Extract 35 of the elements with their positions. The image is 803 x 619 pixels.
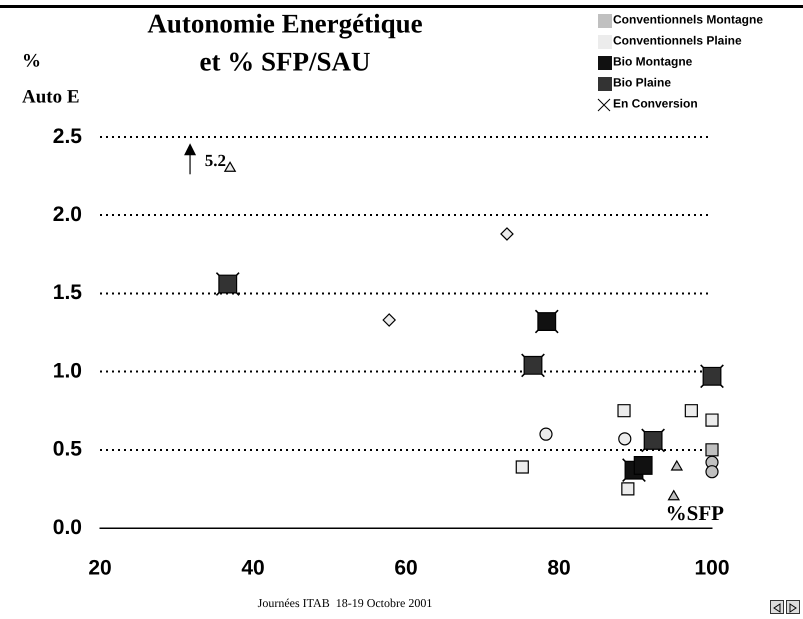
legend-label: Bio Plaine [613, 75, 672, 90]
y-axis-title: % Auto E [22, 50, 80, 108]
point [224, 162, 236, 172]
point [621, 482, 634, 496]
point [617, 404, 631, 418]
point [618, 432, 632, 446]
y-tick-label: 2.0 [52, 202, 82, 226]
y-tick-label: 0.5 [52, 438, 82, 461]
point [705, 465, 719, 478]
x-tick-label: 100 [694, 556, 730, 580]
point [705, 443, 719, 456]
legend-label: Conventionnels Montagne [613, 12, 764, 26]
point [539, 428, 553, 441]
point [671, 460, 683, 471]
x-axis-title: %SFP [666, 500, 724, 525]
y-tick-label: 1.0 [52, 359, 82, 382]
x-tick-label: 40 [241, 556, 265, 580]
text: Journées ITAB 18-19 Octobre 2001 [258, 596, 432, 610]
legend-label: Conventionnels Plaine [613, 33, 742, 48]
annotation: 5.2 [204, 151, 226, 170]
y-tick-label: 2.5 [52, 124, 82, 148]
point [668, 490, 680, 500]
point [705, 413, 719, 427]
legend-label: En Conversion [613, 96, 698, 110]
legend-label: Bio Montagne [613, 54, 693, 68]
point [516, 460, 529, 474]
point [382, 313, 396, 327]
y-tick-label: 1.5 [52, 281, 82, 304]
x-tick-label: 20 [88, 556, 112, 580]
x-tick-label: 60 [394, 556, 418, 580]
x-tick-label: 80 [547, 556, 571, 580]
point [684, 404, 698, 418]
chart-title: Autonomie Energétique et % SFP/SAU [147, 8, 423, 76]
point [500, 227, 514, 241]
y-tick-label: 0.0 [52, 516, 82, 539]
